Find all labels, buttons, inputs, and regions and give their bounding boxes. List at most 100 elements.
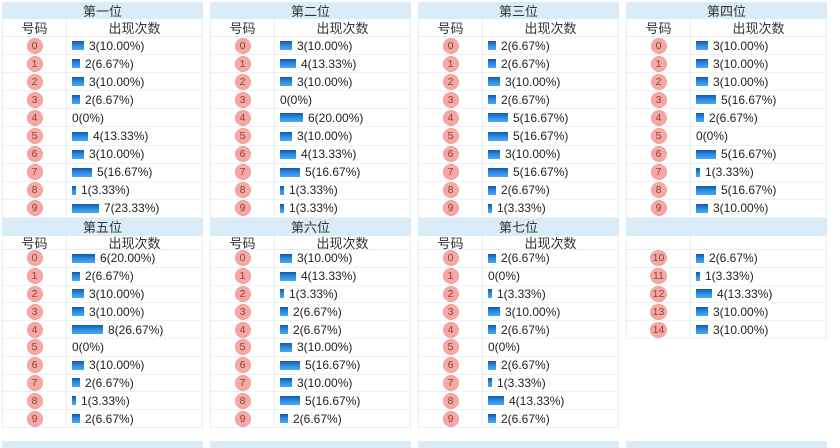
number-cell: 0 — [211, 37, 275, 55]
title-bar-partial — [210, 440, 411, 448]
number-badge: 11 — [650, 268, 667, 285]
frequency-bar — [280, 167, 300, 177]
count-cell: 0(0%) — [483, 339, 618, 356]
frequency-bar — [280, 149, 296, 159]
table-row: 3 3(10.00%) — [419, 303, 618, 322]
number-column-header: 号码 — [419, 19, 483, 36]
frequency-label: 4(13.33%) — [509, 393, 565, 408]
frequency-label: 3(10.00%) — [713, 322, 769, 337]
frequency-bar — [696, 95, 716, 105]
frequency-bar — [488, 77, 500, 87]
number-cell: 5 — [419, 127, 483, 145]
frequency-bar — [280, 185, 284, 195]
table-row: 2 3(10.00%) — [3, 285, 202, 304]
number-cell: 6 — [211, 356, 275, 374]
number-cell: 3 — [627, 91, 691, 109]
number-badge: 3 — [26, 91, 43, 108]
frequency-label: 3(10.00%) — [89, 304, 145, 319]
count-cell: 2(6.67%) — [275, 303, 410, 320]
number-cell: 0 — [419, 249, 483, 267]
table-row: 7 5(16.67%) — [419, 163, 618, 182]
frequency-label: 2(6.67%) — [501, 251, 550, 266]
frequency-bar — [280, 203, 284, 213]
frequency-bar — [488, 289, 492, 299]
number-cell: 9 — [419, 410, 483, 427]
table-row: 8 2(6.67%) — [419, 181, 618, 200]
number-cell: 7 — [627, 163, 691, 181]
frequency-label: 3(10.00%) — [89, 286, 145, 301]
table-row: 2 3(10.00%) — [3, 73, 202, 92]
number-cell: 1 — [627, 55, 691, 73]
table-row: 0 6(20.00%) — [3, 249, 202, 268]
table-row: 6 2(6.67%) — [419, 356, 618, 375]
number-cell: 6 — [3, 145, 67, 163]
frequency-bar — [696, 113, 704, 123]
count-cell: 2(6.67%) — [67, 91, 202, 108]
frequency-label: 3(10.00%) — [297, 38, 353, 53]
number-cell: 3 — [211, 91, 275, 109]
number-cell: 2 — [211, 285, 275, 303]
count-cell: 3(10.00%) — [275, 73, 410, 90]
count-cell: 5(16.67%) — [691, 146, 826, 163]
count-cell: 3(10.00%) — [691, 200, 826, 217]
frequency-label: 2(6.67%) — [709, 110, 758, 125]
count-cell: 4(13.33%) — [275, 268, 410, 285]
number-badge: 5 — [650, 128, 667, 145]
number-badge: 9 — [234, 200, 251, 217]
frequency-label: 3(10.00%) — [89, 147, 145, 162]
count-cell: 4(13.33%) — [275, 55, 410, 72]
frequency-label: 4(13.33%) — [717, 286, 773, 301]
number-cell: 5 — [211, 338, 275, 356]
count-cell: 2(6.67%) — [483, 321, 618, 338]
table-row: 3 5(16.67%) — [627, 91, 826, 110]
number-badge: 1 — [234, 268, 251, 285]
frequency-label: 1(3.33%) — [289, 201, 338, 216]
number-badge: 8 — [26, 392, 43, 409]
table-body: 号码 出现次数 0 3(10.00%) 1 2(6.67%) 2 3(10.00… — [2, 19, 203, 218]
number-badge: 12 — [649, 285, 668, 302]
table-title: 第三位 — [418, 2, 619, 19]
count-column-header: 出现次数 — [524, 21, 577, 36]
count-cell: 1(3.33%) — [483, 286, 618, 303]
count-cell: 3(10.00%) — [67, 73, 202, 90]
number-badge: 9 — [26, 200, 43, 217]
table-row: 5 0(0%) — [3, 338, 202, 357]
title-bar-partial — [418, 440, 619, 448]
frequency-label: 2(6.67%) — [501, 358, 550, 373]
table-row: 5 0(0%) — [419, 338, 618, 357]
table-row: 11 1(3.33%) — [627, 267, 826, 286]
frequency-bar — [488, 360, 496, 370]
table-title: 第一位 — [2, 2, 203, 19]
frequency-label: 5(16.67%) — [513, 110, 569, 125]
number-badge: 9 — [234, 410, 251, 427]
number-badge: 1 — [234, 55, 251, 72]
number-cell: 13 — [627, 303, 691, 321]
table-row: 4 5(16.67%) — [419, 109, 618, 128]
number-cell: 2 — [3, 73, 67, 91]
frequency-label: 5(16.67%) — [721, 183, 777, 198]
table-title: 第五位 — [2, 217, 203, 236]
number-column-header: 号码 — [627, 19, 691, 36]
count-cell: 3(10.00%) — [275, 37, 410, 54]
frequency-bar — [280, 59, 296, 69]
table-row: 6 3(10.00%) — [3, 356, 202, 375]
number-badge: 3 — [26, 303, 43, 320]
frequency-label: 3(10.00%) — [297, 375, 353, 390]
frequency-label: 3(10.00%) — [89, 74, 145, 89]
number-cell: 4 — [419, 109, 483, 127]
frequency-bar — [696, 41, 708, 51]
frequency-bar — [488, 414, 496, 423]
number-badge: 3 — [234, 91, 251, 108]
number-column-header: 号码 — [3, 19, 67, 36]
number-badge: 5 — [26, 339, 43, 356]
number-badge: 1 — [26, 268, 43, 285]
table-row: 5 4(13.33%) — [3, 127, 202, 146]
table-row: 5 3(10.00%) — [211, 338, 410, 357]
frequency-bar — [72, 167, 92, 177]
count-cell: 4(13.33%) — [275, 146, 410, 163]
frequency-bar — [280, 414, 288, 423]
count-cell: 3(10.00%) — [275, 250, 410, 267]
number-cell: 7 — [419, 163, 483, 181]
frequency-bar — [280, 289, 284, 299]
number-badge: 9 — [26, 410, 43, 427]
